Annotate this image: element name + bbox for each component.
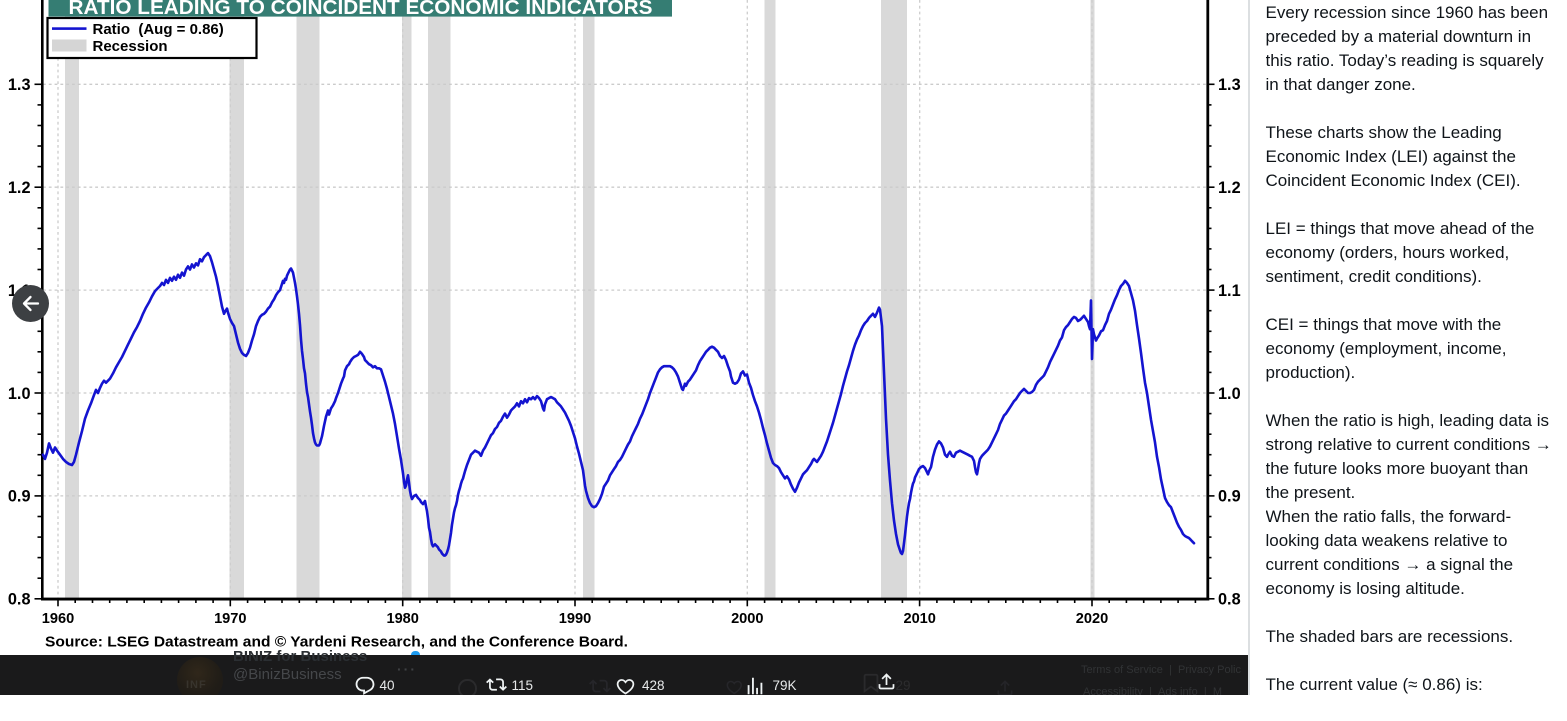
- svg-text:Ratio (Aug = 0.86): Ratio (Aug = 0.86): [93, 21, 224, 38]
- svg-text:1.2: 1.2: [8, 179, 31, 197]
- svg-text:0.9: 0.9: [8, 488, 31, 506]
- svg-text:2020: 2020: [1076, 611, 1108, 627]
- svg-text:2010: 2010: [903, 611, 935, 627]
- svg-text:1.3: 1.3: [1218, 76, 1241, 94]
- svg-text:Source: LSEG Datastream and ©: Source: LSEG Datastream and © Yardeni Re…: [45, 635, 628, 651]
- svg-text:Recession: Recession: [93, 38, 168, 55]
- svg-text:1.0: 1.0: [8, 385, 31, 403]
- svg-text:1.0: 1.0: [1218, 385, 1241, 403]
- svg-text:1980: 1980: [386, 611, 418, 627]
- svg-text:1970: 1970: [214, 611, 246, 627]
- svg-text:1960: 1960: [42, 611, 74, 627]
- svg-text:0.9: 0.9: [1218, 488, 1241, 506]
- svg-text:1.3: 1.3: [8, 76, 31, 94]
- svg-text:1.1: 1.1: [1218, 282, 1241, 300]
- svg-text:2000: 2000: [731, 611, 763, 627]
- svg-text:1.2: 1.2: [1218, 179, 1241, 197]
- svg-text:0.8: 0.8: [1218, 591, 1241, 609]
- svg-text:RATIO LEADING TO COINCIDENT EC: RATIO LEADING TO COINCIDENT ECONOMIC IND…: [69, 0, 653, 19]
- svg-text:0.8: 0.8: [8, 591, 31, 609]
- svg-text:1990: 1990: [559, 611, 591, 627]
